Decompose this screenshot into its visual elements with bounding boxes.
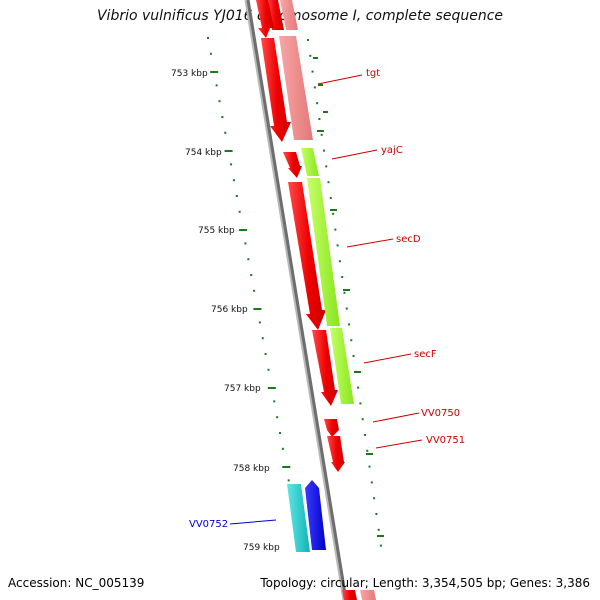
gene-tgt-arrow (261, 38, 291, 142)
gene-label-VV0752: VV0752 (189, 519, 228, 530)
gene-strand-lower (342, 590, 376, 600)
gene-labels: tgt yajC secD secF VV0750 VV0751 VV0752 (189, 68, 465, 530)
gene-yajC-green (301, 148, 319, 176)
gene-label-secF: secF (414, 349, 437, 360)
map-title: Vibrio vulnificus YJ016 chromosome I, co… (96, 8, 504, 24)
gene-VV0752-cyan (287, 484, 310, 552)
scale-label-753: 753 kbp (171, 69, 208, 79)
scale-label-756: 756 kbp (211, 305, 248, 315)
gene-secD-green (307, 178, 340, 326)
gene-VV0750-arrow (324, 419, 339, 437)
gene-label-leaders (229, 74, 423, 525)
gene-secD-arrow (288, 182, 326, 330)
gene-label-VV0751: VV0751 (426, 435, 465, 446)
gene-strand-upper-pink (266, 0, 313, 140)
scale-label-755: 755 kbp (198, 226, 235, 236)
accession-text: Accession: NC_005139 (8, 576, 145, 590)
chromosome-backbone (244, 0, 348, 600)
gene-yajC-arrow (283, 152, 302, 178)
scale-label-757: 757 kbp (224, 384, 261, 394)
gene-label-secD: secD (396, 234, 421, 245)
gene-secF-green (330, 328, 354, 404)
gene-blue-arrow (305, 480, 326, 550)
gene-secF-arrow (312, 330, 338, 406)
scale-label-758: 758 kbp (233, 464, 270, 474)
position-tick-track (207, 37, 305, 547)
gene-VV0751-arrow (327, 436, 345, 472)
scale-label-754: 754 kbp (185, 148, 222, 158)
gene-label-tgt: tgt (366, 68, 380, 79)
scale-label-759: 759 kbp (243, 543, 280, 553)
outer-ticks-right (313, 57, 384, 537)
scale-labels: 753 kbp 754 kbp 755 kbp 756 kbp 757 kbp … (171, 69, 280, 553)
gene-label-yajC: yajC (381, 145, 403, 156)
gene-queA-arrow (256, 0, 274, 38)
gene-label-VV0750: VV0750 (421, 408, 460, 419)
topology-text: Topology: circular; Length: 3,354,505 bp… (260, 576, 590, 590)
